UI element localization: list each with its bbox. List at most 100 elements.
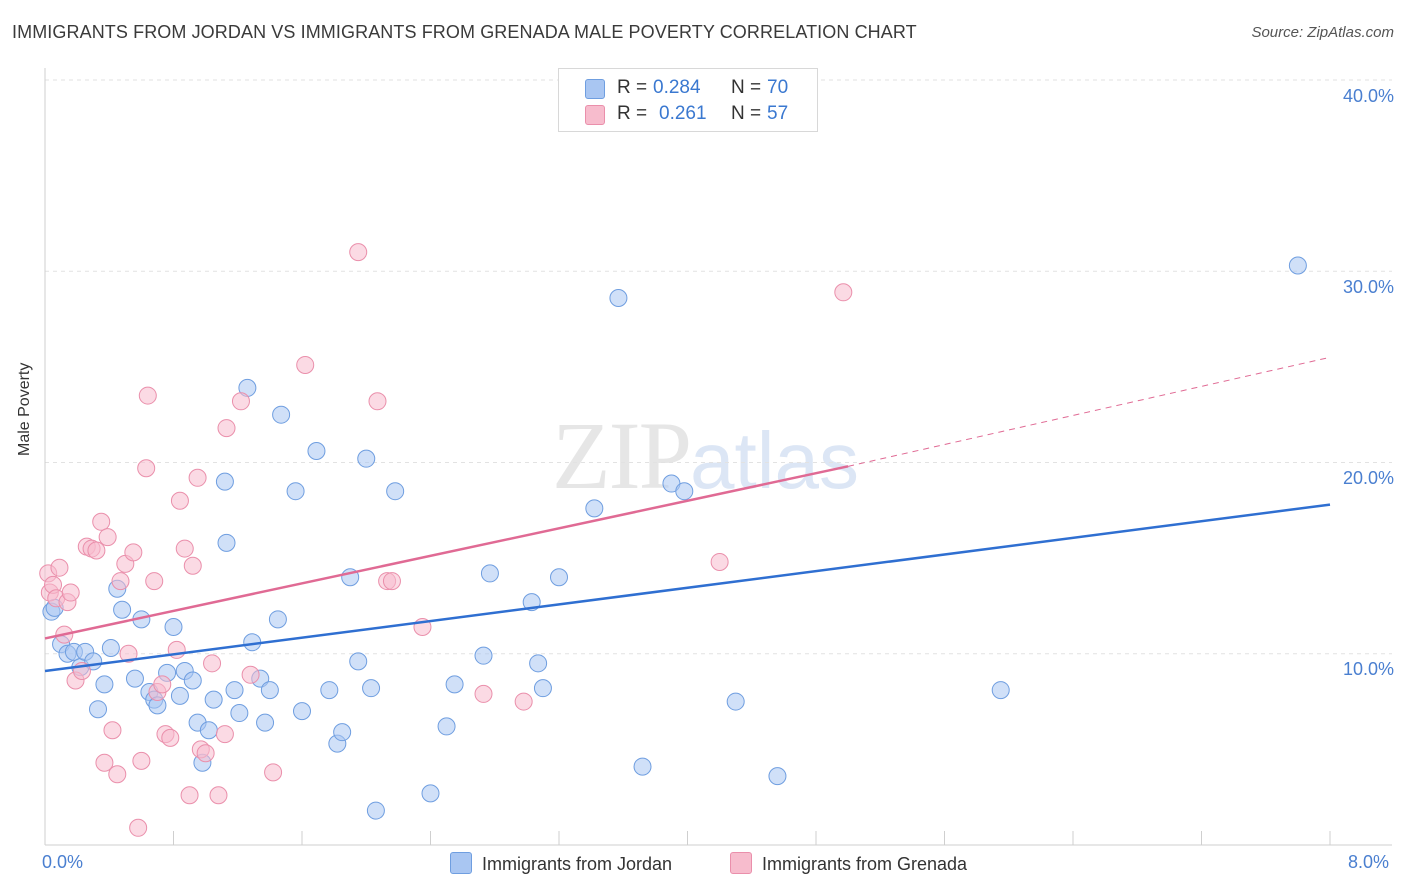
jordan-point [633,757,652,776]
jordan-point [215,472,234,491]
jordan-point [307,442,326,461]
grenada-legend-swatch [730,852,752,874]
y-tick-label: 10.0% [1342,659,1394,679]
grenada-point [231,392,250,411]
x-tick-label: 0.0% [42,852,84,872]
jordan-point [550,568,568,587]
jordan-point [333,723,352,742]
jordan-point [272,405,291,424]
y-tick-label: 20.0% [1342,468,1394,488]
jordan-point [386,482,405,501]
grenada-point [349,243,368,262]
jordan-point [726,692,745,711]
legend-n-label: N = [731,103,762,124]
jordan-point [125,669,144,688]
grenada-point [241,665,260,684]
grenada-point [514,692,533,711]
grenada-point [196,744,215,763]
jordan-point [349,652,368,671]
jordan-point [286,482,305,501]
jordan-point [366,801,385,820]
jordan-point [437,717,456,736]
jordan-point [357,449,376,468]
grenada-point [296,355,315,374]
legend-n-value: 57 [767,103,789,124]
grenada-point [264,763,283,782]
grenada-point [183,556,202,575]
jordan-point [474,646,493,665]
grenada-point [203,654,222,673]
grenada-point [95,753,114,772]
grenada-point [710,552,729,571]
grenada-point [215,725,234,744]
grenada-point [108,765,127,784]
jordan-trend-line [44,503,1331,673]
grenada-point [170,491,189,510]
grenada-point [87,541,106,560]
grenada-point [124,543,143,562]
jordan-legend-swatch [450,852,472,874]
grenada-point [153,675,172,694]
grenada-trend-line [44,465,849,640]
jordan-point [230,704,249,723]
jordan-point [533,679,552,698]
legend-n-label: N = [731,77,762,98]
legend-r-label: R = [617,103,648,124]
grenada-point [138,386,157,405]
jordan-point [113,600,132,619]
source-label: Source: ZipAtlas.com [1251,24,1394,41]
grenada-point [180,786,199,805]
legend-n-value: 70 [767,77,789,98]
grenada-legend-label: Immigrants from Grenada [762,854,968,874]
bottom-legend-jordan: Immigrants from Jordan [450,852,672,875]
grenada-point [188,468,207,487]
jordan-point [183,671,202,690]
jordan-point [445,675,464,694]
jordan-point [991,681,1010,700]
jordan-point [95,675,114,694]
grenada-point [92,512,111,531]
jordan-point [199,721,218,740]
grenada-point [382,572,401,591]
grenada-point [161,728,180,747]
grenada-point [111,572,130,591]
grenada-point [103,721,122,740]
jordan-point [480,564,499,583]
y-tick-label: 40.0% [1342,86,1394,106]
jordan-legend-label: Immigrants from Jordan [482,854,673,874]
jordan-point [362,679,381,698]
grenada-point [50,558,69,577]
jordan-point [320,681,339,700]
jordan-point [101,639,120,658]
legend-r-value: 0.261 [659,103,707,124]
grenada-point [209,786,228,805]
y-tick-label: 30.0% [1342,277,1394,297]
grenada-point [129,818,148,837]
jordan-swatch [585,79,605,99]
x-tick-label: 8.0% [1348,852,1390,872]
jordan-point [609,289,628,308]
correlation-legend: R = 0.284 N = 70 R = 0.261 N = 57 [558,68,818,132]
legend-r-label: R = [617,77,648,98]
jordan-point [217,533,236,552]
grenada-trend-extension [848,356,1331,467]
grenada-point [217,419,236,438]
jordan-point [164,617,183,636]
jordan-point [170,686,189,705]
jordan-point [256,713,275,732]
bottom-legend-grenada: Immigrants from Grenada [730,852,967,875]
grenada-point [132,751,151,770]
legend-r-value: 0.284 [653,77,701,98]
grenada-point [119,644,138,663]
jordan-point [768,767,787,786]
jordan-point [421,784,440,803]
watermark-atlas: atlas [690,416,859,505]
grenada-point [474,684,493,703]
grenada-point [98,528,117,547]
grenada-point [137,459,156,478]
grenada-point [834,283,853,302]
jordan-point [293,702,311,721]
grenada-point [145,572,164,591]
jordan-point [268,610,287,629]
